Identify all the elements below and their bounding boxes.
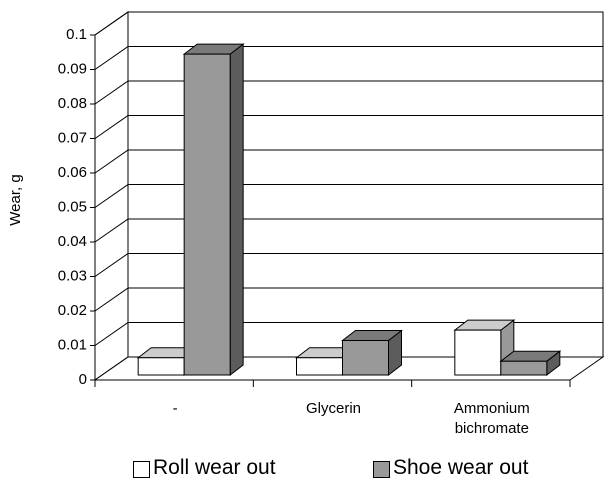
y-tick-label: 0.09 bbox=[58, 60, 87, 77]
y-tick-label: 0.06 bbox=[58, 164, 87, 181]
bar-side bbox=[229, 43, 244, 377]
y-tick-label: 0.1 bbox=[66, 26, 87, 43]
y-tick-label: 0.05 bbox=[58, 198, 87, 215]
legend-swatch bbox=[133, 461, 150, 478]
legend-label: Shoe wear out bbox=[393, 456, 529, 479]
y-tick-label: 0.07 bbox=[58, 129, 87, 146]
x-tick-label: - bbox=[172, 400, 178, 417]
y-tick-label: 0.02 bbox=[58, 302, 87, 319]
grid-line bbox=[94, 11, 603, 36]
grid-line bbox=[94, 115, 603, 139]
legend-label: Roll wear out bbox=[153, 456, 276, 479]
grid-line bbox=[94, 253, 603, 277]
bar bbox=[499, 350, 562, 377]
grid-line bbox=[94, 322, 603, 346]
legend-swatch bbox=[373, 461, 390, 478]
bar-front bbox=[296, 357, 343, 376]
grid-line bbox=[94, 184, 603, 208]
grid-line bbox=[94, 46, 603, 70]
y-tick-label: 0 bbox=[79, 371, 87, 388]
x-tick-label: Ammonium bichromate bbox=[453, 400, 530, 437]
bar-front bbox=[342, 340, 389, 376]
y-tick-label: 0.03 bbox=[58, 267, 87, 284]
grid-line bbox=[94, 287, 603, 312]
bar-front bbox=[500, 360, 548, 376]
grid-line bbox=[94, 218, 603, 243]
y-axis-label: Wear, g bbox=[7, 174, 24, 225]
bar bbox=[341, 329, 403, 377]
grid-line bbox=[94, 80, 603, 105]
bar-front bbox=[183, 53, 231, 376]
y-tick-label: 0.04 bbox=[58, 233, 87, 250]
x-tick-label: Glycerin bbox=[305, 400, 361, 417]
bar-front bbox=[137, 357, 185, 376]
bar bbox=[182, 43, 245, 377]
y-tick-label: 0.01 bbox=[58, 336, 87, 353]
bar-front bbox=[454, 329, 502, 376]
grid-line bbox=[94, 149, 603, 174]
y-tick-label: 0.08 bbox=[58, 95, 87, 112]
bar bbox=[453, 319, 516, 377]
